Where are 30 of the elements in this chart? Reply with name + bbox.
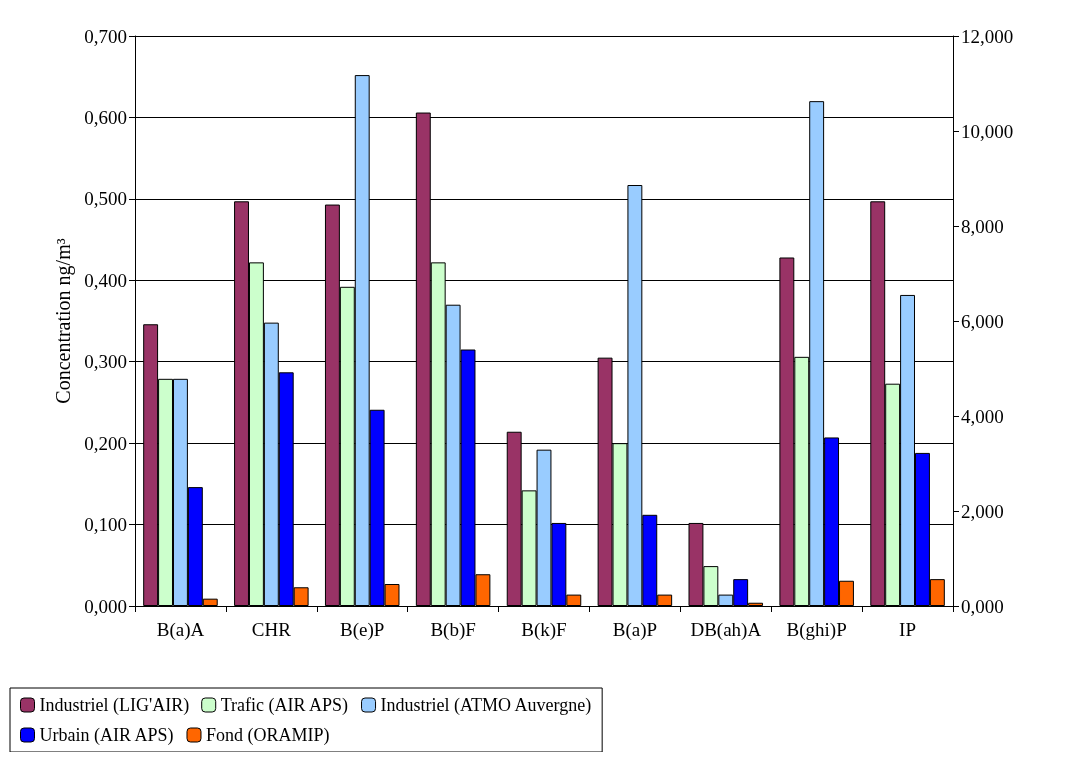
legend-label: Urbain (AIR APS) [39,725,174,746]
legend-label: Industriel (ATMO Auvergne) [380,695,592,716]
y2-tick-label: 8,000 [961,215,1004,237]
y-tick-label: 0,000 [84,595,127,617]
x-tick-label: CHR [251,619,292,640]
x-tick-label: IP [899,619,917,640]
y2-tick-label: 2,000 [961,500,1004,522]
legend-label: Fond (ORAMIP) [205,725,330,746]
x-tick-label: B(a)A [156,619,205,641]
y-axis-title: Concentration ng/m³ [52,238,75,404]
y-tick-label: 0,300 [84,351,127,373]
y-tick-label: 0,400 [84,269,127,291]
y-tick-label: 0,500 [84,188,127,210]
legend-label: Trafic (AIR APS) [220,695,349,716]
y2-tick-label: 10,000 [961,120,1014,142]
y2-tick-label: 4,000 [961,405,1004,427]
legend-label: Industriel (LIG'AIR) [39,695,190,716]
y-tick-label: 0,700 [84,25,127,47]
x-tick-label: B(b)F [430,619,476,641]
y2-tick-label: 6,000 [961,310,1004,332]
y2-tick-label: 12,000 [961,25,1014,47]
x-tick-label: B(ghi)P [786,619,847,641]
x-tick-label: B(a)P [612,619,658,641]
y-tick-label: 0,200 [84,432,127,454]
y2-tick-label: 0,000 [961,595,1004,617]
y-tick-label: 0,100 [84,514,127,536]
x-tick-label: B(e)P [340,619,385,641]
y-tick-label: 0,600 [84,106,127,128]
x-tick-label: DB(ah)A [690,619,762,641]
x-tick-label: B(k)F [521,619,567,641]
